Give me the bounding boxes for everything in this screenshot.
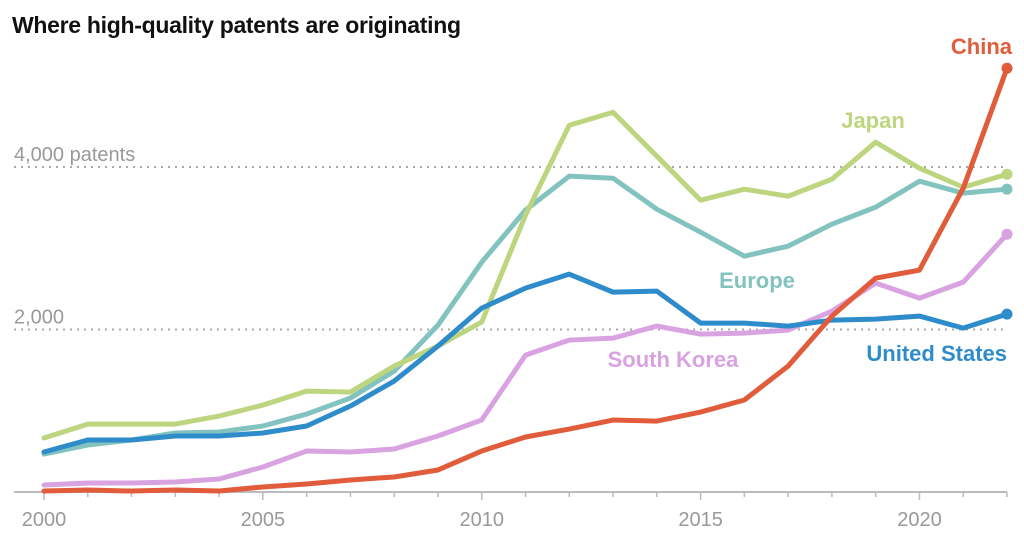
series-label: China	[951, 34, 1013, 59]
endpoint-dot	[1002, 169, 1013, 180]
endpoint-dot	[1002, 63, 1013, 74]
series-label: Japan	[841, 108, 905, 133]
y-tick-label: 2,000	[14, 307, 64, 329]
endpoint-dot	[1002, 309, 1013, 320]
y-tick-label: 4,000 patents	[14, 144, 135, 166]
series-line-united-states	[44, 274, 1007, 452]
endpoint-dot	[1002, 229, 1013, 240]
series-line-japan	[44, 112, 1007, 438]
x-tick-label: 2020	[897, 509, 942, 531]
series-line-south-korea	[44, 234, 1007, 485]
series-label: South Korea	[608, 347, 740, 372]
x-tick-label: 2005	[241, 509, 286, 531]
x-tick-label: 2015	[678, 509, 723, 531]
x-tick-label: 2000	[22, 509, 67, 531]
series-label: Europe	[719, 268, 795, 293]
series-label: United States	[866, 341, 1007, 366]
x-tick-label: 2010	[459, 509, 504, 531]
endpoint-dot	[1002, 184, 1013, 195]
